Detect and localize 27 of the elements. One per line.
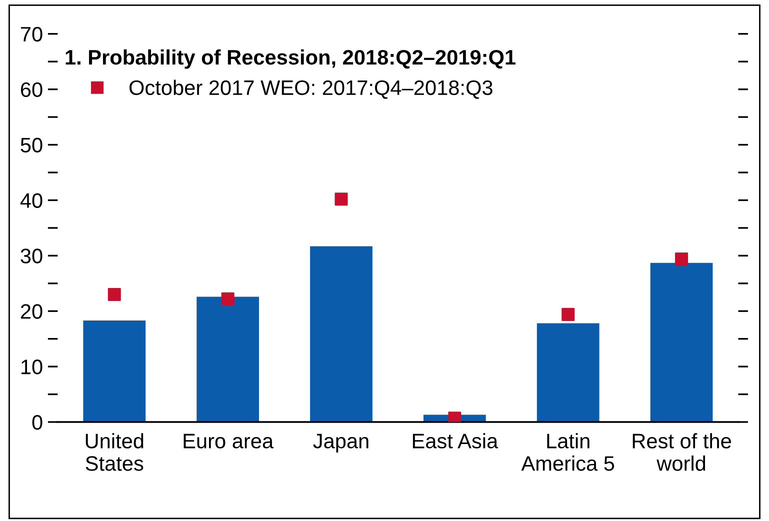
point — [108, 288, 121, 301]
point — [334, 192, 348, 206]
x-tick-label: Euro area — [184, 434, 274, 448]
y-tick-label: 60 — [20, 82, 42, 98]
x-tick-label: Latin America 5 — [521, 433, 614, 471]
y-tick-label: 20 — [20, 304, 42, 319]
point — [675, 252, 688, 266]
x-tick-label: Rest of the world — [632, 433, 731, 471]
y-tick-label: 10 — [22, 360, 42, 374]
legend-label: October 2017 WEO: 2017:Q4–2018:Q3 — [129, 80, 492, 99]
y-tick-label: 0 — [32, 415, 42, 430]
bar — [536, 323, 600, 422]
x-tick-label: United States — [86, 433, 144, 471]
y-tick-label: 70 — [20, 26, 42, 42]
text: 1. Probability of Recession, 2018:Q2–2019:Q1 — [66, 49, 516, 69]
x-tick-label: Japan — [313, 434, 368, 453]
x-tick-label: East Asia — [412, 433, 498, 448]
y-tick-label: 40 — [20, 193, 42, 208]
bar — [310, 246, 372, 422]
point — [221, 292, 234, 306]
bar — [196, 296, 260, 422]
point — [562, 308, 575, 321]
bar — [650, 262, 713, 422]
bar — [83, 320, 146, 422]
y-tick-label: 50 — [20, 138, 42, 153]
point — [448, 412, 462, 422]
y-tick-label: 30 — [20, 248, 42, 264]
